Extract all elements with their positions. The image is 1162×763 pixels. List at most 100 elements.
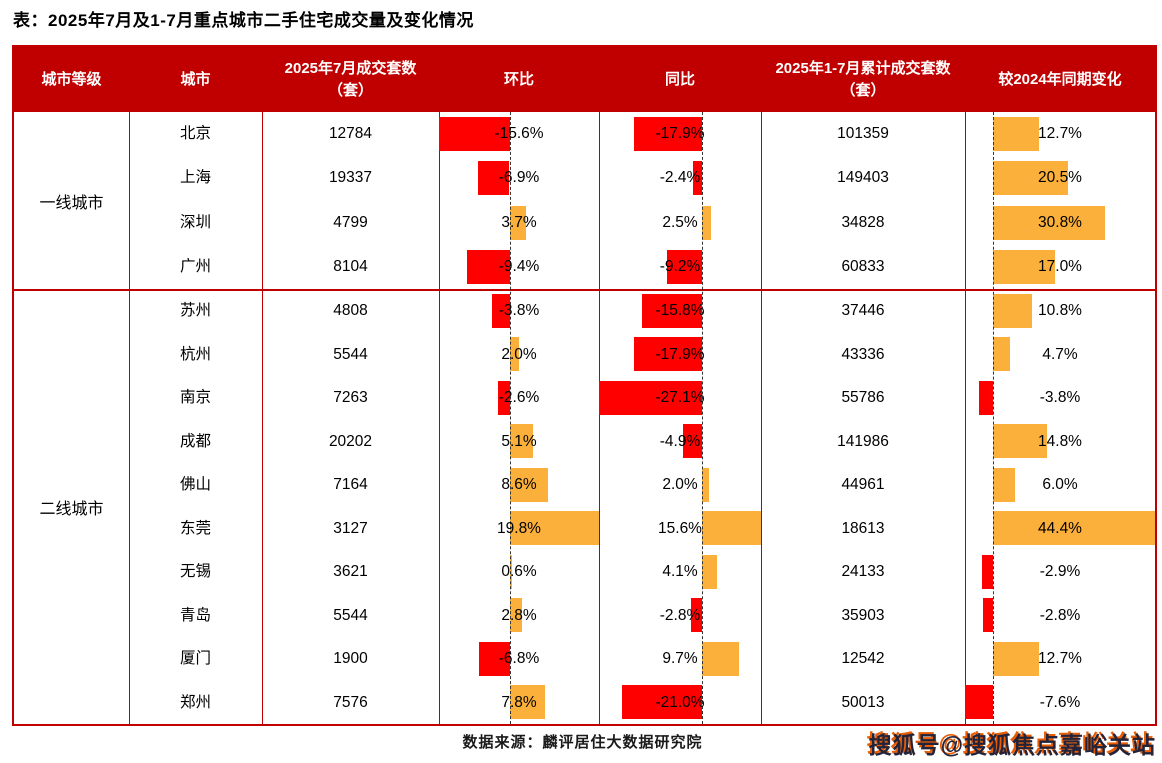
databar-chg-positive xyxy=(992,424,1047,459)
chg-value: -7.6% xyxy=(1039,693,1081,711)
yoy-value: -21.0% xyxy=(655,693,705,711)
chg-value: 12.7% xyxy=(1038,125,1082,142)
header-city: 城市 xyxy=(180,70,211,88)
city-cell: 郑州 xyxy=(179,693,211,711)
city-cell: 北京 xyxy=(179,125,211,142)
jul-units-cell: 20202 xyxy=(328,432,373,450)
jul-units-cell: 1900 xyxy=(333,650,368,667)
jul-units-cell: 4799 xyxy=(333,213,368,231)
databar-mom-positive xyxy=(509,337,519,372)
cum-units-cell: 149403 xyxy=(837,169,889,187)
yoy-value: 2.5% xyxy=(662,213,698,231)
zero-axis-mom xyxy=(509,112,511,724)
mom-value: -6.9% xyxy=(498,169,540,187)
table-header: 城市等级 城市 2025年7月成交套数（套） 环比 同比 2025年1-7月累计… xyxy=(14,47,1155,112)
cum-units-cell: 55786 xyxy=(841,389,885,406)
databar-mom-negative xyxy=(492,293,510,328)
databar-yoy-negative xyxy=(692,161,702,196)
city-cell: 广州 xyxy=(179,257,211,275)
databar-mom-positive xyxy=(509,205,527,240)
cum-units-cell: 34828 xyxy=(841,213,885,231)
databar-chg-positive xyxy=(992,641,1040,676)
header-cum-units: 2025年1-7月累计成交套数（套） xyxy=(775,59,951,99)
databar-chg-positive xyxy=(992,205,1106,240)
chg-value: 4.7% xyxy=(1042,345,1078,363)
chg-value: 10.8% xyxy=(1038,302,1082,319)
grid-vline xyxy=(262,112,263,724)
databar-chg-positive xyxy=(992,293,1033,328)
databar-yoy-negative xyxy=(641,293,702,328)
mom-value: 2.0% xyxy=(501,345,537,363)
mom-value: 8.6% xyxy=(501,476,537,493)
chg-value: 30.8% xyxy=(1038,213,1082,231)
jul-units-cell: 8104 xyxy=(333,257,368,275)
cum-units-cell: 44961 xyxy=(841,476,885,493)
databar-chg-positive xyxy=(992,249,1055,284)
mom-value: -6.8% xyxy=(498,650,540,667)
chg-value: 20.5% xyxy=(1038,169,1082,187)
city-cell: 南京 xyxy=(179,389,211,406)
group-separator-line xyxy=(14,289,1155,291)
grid-vline xyxy=(761,112,762,724)
mom-value: -9.4% xyxy=(498,257,540,275)
databar-yoy-negative xyxy=(633,117,702,152)
city-cell: 青岛 xyxy=(179,606,211,624)
grid-vline xyxy=(129,112,130,724)
jul-units-cell: 12784 xyxy=(328,125,373,142)
city-cell: 上海 xyxy=(179,169,211,187)
yoy-value: -17.9% xyxy=(655,345,705,363)
yoy-value: -2.8% xyxy=(659,606,701,624)
chg-value: 12.7% xyxy=(1038,650,1082,667)
databar-yoy-positive xyxy=(701,511,761,546)
databar-mom-negative xyxy=(478,641,510,676)
grid-vline xyxy=(965,112,966,724)
databar-mom-positive xyxy=(509,685,545,720)
databar-chg-positive xyxy=(992,467,1015,502)
table-title: 表：2025年7月及1-7月重点城市二手住宅成交量及变化情况 xyxy=(13,11,474,30)
databar-mom-negative xyxy=(439,117,510,152)
zero-axis-yoy xyxy=(701,112,703,724)
mom-value: -15.6% xyxy=(494,125,544,142)
city-cell: 厦门 xyxy=(179,650,211,667)
city-cell: 深圳 xyxy=(179,213,211,231)
zero-axis-chg xyxy=(992,112,994,724)
yoy-value: -2.4% xyxy=(659,169,701,187)
databar-chg-negative xyxy=(982,598,993,633)
header-city-tier: 城市等级 xyxy=(41,70,102,88)
databar-chg-positive xyxy=(992,337,1010,372)
chg-value: 17.0% xyxy=(1038,257,1082,275)
watermark: 搜狐号@搜狐焦点嘉峪关站 xyxy=(868,732,1156,758)
city-cell: 苏州 xyxy=(179,302,211,319)
jul-units-cell: 4808 xyxy=(333,302,368,319)
cum-units-cell: 12542 xyxy=(841,650,885,667)
jul-units-cell: 5544 xyxy=(333,606,368,624)
chg-value: 44.4% xyxy=(1038,519,1082,537)
city-cell: 无锡 xyxy=(179,563,211,580)
databar-mom-negative xyxy=(478,161,510,196)
databar-chg-positive xyxy=(992,511,1155,546)
data-table: 城市等级 城市 2025年7月成交套数（套） 环比 同比 2025年1-7月累计… xyxy=(12,45,1157,726)
header-yoy: 同比 xyxy=(664,70,695,88)
databar-chg-negative xyxy=(982,554,993,589)
city-cell: 成都 xyxy=(179,432,211,450)
jul-units-cell: 19337 xyxy=(328,169,373,187)
tier-label: 一线城市 xyxy=(39,194,104,212)
yoy-value: -17.9% xyxy=(655,125,705,142)
databar-mom-positive xyxy=(509,467,549,502)
databar-yoy-negative xyxy=(633,337,702,372)
mom-value: 19.8% xyxy=(497,519,541,537)
yoy-value: -4.9% xyxy=(659,432,701,450)
header-mom: 环比 xyxy=(503,70,534,88)
databar-yoy-negative xyxy=(691,598,702,633)
databar-yoy-positive xyxy=(701,554,718,589)
city-cell: 佛山 xyxy=(179,476,211,493)
yoy-value: -27.1% xyxy=(655,389,705,406)
header-vs2024: 较2024年同期变化 xyxy=(998,70,1122,88)
mom-value: -3.8% xyxy=(498,302,540,319)
grid-vline xyxy=(439,112,440,724)
tier-label: 二线城市 xyxy=(39,500,104,518)
cum-units-cell: 43336 xyxy=(841,345,885,363)
databar-mom-positive xyxy=(509,598,523,633)
databar-yoy-positive xyxy=(701,467,710,502)
chg-value: -3.8% xyxy=(1039,389,1081,406)
